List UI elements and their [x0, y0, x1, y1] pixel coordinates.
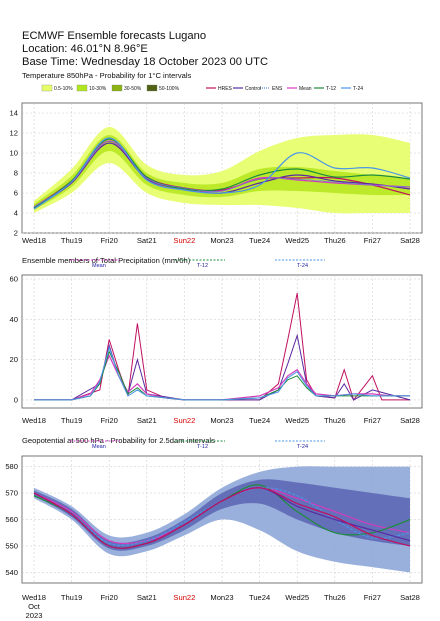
- precip-y-tick-label: 40: [10, 315, 18, 324]
- geo-probability-band-inner: [34, 479, 410, 551]
- legend-label: T-12: [197, 444, 208, 450]
- legend-label: ENS: [272, 86, 283, 92]
- legend-label: HRES: [218, 86, 233, 92]
- legend-label: 10-30%: [89, 86, 107, 92]
- precip-x-tick-label: Tue24: [249, 416, 270, 425]
- geo-x-tick-label: Thu19: [61, 593, 83, 602]
- temp-y-tick-label: 6: [14, 189, 18, 198]
- year-label: 2023: [26, 611, 43, 620]
- temp-x-tick-label: Wed18: [22, 236, 46, 245]
- legend-swatch: [76, 84, 88, 92]
- temp-x-tick-label: Sat21: [137, 236, 157, 245]
- precip-frame: [21, 274, 423, 409]
- geo-x-tick-label: Wed25: [285, 593, 309, 602]
- precip-x-tick-label: Sun22: [173, 416, 195, 425]
- temp-x-tick-label: Wed25: [285, 236, 309, 245]
- precip-x-tick-label: Fri20: [101, 416, 118, 425]
- geo-y-tick-label: 570: [5, 489, 18, 498]
- geo-plot-area: [21, 440, 423, 584]
- temp-x-tick-label: Tue24: [249, 236, 270, 245]
- legend-label: T-24: [353, 86, 363, 92]
- legend-label: Mean: [299, 86, 312, 92]
- legend-swatch: [41, 84, 53, 92]
- geo-y-tick-label: 550: [5, 542, 18, 551]
- temp-x-tick-label: Fri27: [364, 236, 381, 245]
- legend-label: Mean: [92, 444, 106, 450]
- temp-series-t-12: [33, 138, 411, 209]
- precip-y-tick-label: 60: [10, 275, 18, 284]
- legend-label: T-12: [326, 86, 336, 92]
- temperature-panel-title: Temperature 850hPa - Probability for 1°C…: [22, 71, 192, 80]
- temp-x-tick-label: Sat28: [400, 236, 420, 245]
- geopotential-panel-title: Geopotential at 500 hPa - Probability fo…: [22, 436, 215, 445]
- precip-x-tick-label: Mon23: [210, 416, 233, 425]
- temp-y-tick-label: 14: [10, 109, 18, 118]
- geo-x-tick-label: Fri20: [101, 593, 118, 602]
- geo-y-tick-label: 580: [5, 462, 18, 471]
- month-label: Oct: [28, 602, 41, 611]
- location-label: Location: 46.01°N 8.96°E: [22, 43, 148, 55]
- geo-x-tick-label: Sat28: [400, 593, 420, 602]
- geo-y-tick-label: 540: [5, 568, 18, 577]
- legend-label: Control: [245, 86, 261, 92]
- legend-label: 50-100%: [159, 86, 180, 92]
- temp-x-tick-label: Fri20: [101, 236, 118, 245]
- precip-plot-area: [21, 259, 423, 409]
- precip-y-tick-label: 20: [10, 355, 18, 364]
- geo-x-tick-label: Wed18: [22, 593, 46, 602]
- geo-x-tick-label: Thu26: [324, 593, 346, 602]
- legend-label: T-12: [197, 263, 208, 269]
- precip-y-tick-label: 0: [14, 396, 18, 405]
- geo-x-tick-label: Fri27: [364, 593, 381, 602]
- geo-x-tick-label: Sat21: [137, 593, 157, 602]
- precip-x-tick-label: Thu26: [324, 416, 346, 425]
- precip-x-tick-label: Wed18: [22, 416, 46, 425]
- precip-x-tick-label: Sat28: [400, 416, 420, 425]
- temp-x-tick-label: Thu26: [324, 236, 346, 245]
- chart-main-title: ECMWF Ensemble forecasts Lugano: [22, 30, 207, 42]
- temp-x-tick-label: Thu19: [61, 236, 83, 245]
- base-time-label: Base Time: Wednesday 18 October 2023 00 …: [22, 56, 269, 68]
- temp-y-tick-label: 12: [10, 129, 18, 138]
- precip-x-tick-label: Thu19: [61, 416, 83, 425]
- precip-member-t-24: [34, 345, 410, 401]
- precip-x-tick-label: Sat21: [137, 416, 157, 425]
- temp-y-tick-label: 2: [14, 229, 18, 238]
- geo-x-tick-label: Tue24: [249, 593, 270, 602]
- geo-series-hres: [33, 487, 411, 549]
- temp-plot-area: [21, 84, 423, 234]
- legend-label: 0.5-10%: [54, 86, 73, 92]
- temp-series-t-24: [33, 137, 411, 210]
- geo-x-tick-label: Mon23: [210, 593, 233, 602]
- temp-x-tick-label: Mon23: [210, 236, 233, 245]
- precip-x-tick-label: Wed25: [285, 416, 309, 425]
- legend-label: 30-50%: [124, 86, 142, 92]
- temp-y-tick-label: 8: [14, 169, 18, 178]
- temp-y-tick-label: 10: [10, 149, 18, 158]
- legend-label: T-24: [297, 444, 308, 450]
- precip-x-tick-label: Fri27: [364, 416, 381, 425]
- temp-x-tick-label: Sun22: [173, 236, 195, 245]
- geo-y-tick-label: 560: [5, 515, 18, 524]
- temp-series-ens: [33, 140, 411, 208]
- legend-label: T-24: [297, 263, 308, 269]
- legend-swatch: [111, 84, 123, 92]
- legend-label: Mean: [92, 263, 106, 269]
- temp-y-tick-label: 4: [14, 209, 18, 218]
- geo-x-tick-label: Sun22: [173, 593, 195, 602]
- legend-swatch: [146, 84, 158, 92]
